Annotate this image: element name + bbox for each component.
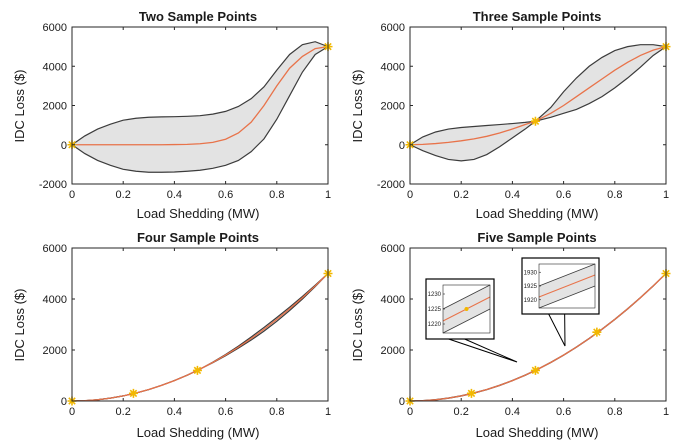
panel-title: Two Sample Points bbox=[139, 9, 257, 24]
y-axis-label: IDC Loss ($) bbox=[350, 70, 365, 143]
x-axis-label: Load Shedding (MW) bbox=[476, 206, 599, 221]
callout-pointer bbox=[549, 314, 565, 346]
x-axis-label: Load Shedding (MW) bbox=[137, 425, 260, 440]
x-axis-label: Load Shedding (MW) bbox=[476, 425, 599, 440]
sample-point-marker bbox=[531, 117, 540, 126]
x-tick-label: 0 bbox=[69, 189, 75, 201]
sample-point-marker bbox=[592, 328, 601, 337]
y-tick-label: 6000 bbox=[381, 243, 405, 255]
y-tick-label: 6000 bbox=[43, 243, 67, 255]
callout-pointer bbox=[449, 339, 517, 362]
lower-bound-line bbox=[72, 274, 328, 402]
confidence-band bbox=[72, 42, 328, 173]
y-tick-label: -2000 bbox=[377, 179, 405, 191]
y-tick-label: 2000 bbox=[43, 345, 67, 357]
y-tick-label: 2000 bbox=[381, 101, 405, 113]
x-tick-label: 0.8 bbox=[269, 189, 284, 201]
inset-y-tick-label: 1930 bbox=[524, 270, 538, 276]
x-tick-label: 0.6 bbox=[556, 189, 571, 201]
upper-bound-line bbox=[72, 274, 328, 402]
x-tick-label: 0.8 bbox=[269, 406, 284, 418]
x-tick-label: 0.4 bbox=[505, 189, 520, 201]
y-tick-label: -2000 bbox=[39, 179, 67, 191]
plot-area: 0 0.2 0.4 0.6 0.8 1 0 2000 4000 6000 bbox=[43, 243, 333, 418]
x-tick-label: 0.6 bbox=[218, 406, 233, 418]
inset-sample-marker bbox=[465, 307, 469, 311]
y-tick-label: 0 bbox=[61, 140, 67, 152]
y-tick-label: 0 bbox=[399, 396, 405, 408]
x-tick-label: 0.4 bbox=[505, 406, 520, 418]
confidence-band bbox=[72, 274, 328, 402]
x-tick-label: 1 bbox=[663, 406, 669, 418]
y-tick-label: 4000 bbox=[381, 61, 405, 73]
x-tick-label: 0.8 bbox=[607, 189, 622, 201]
x-tick-label: 0.4 bbox=[167, 406, 182, 418]
zoom-inset: 1920 1925 1930 bbox=[522, 258, 599, 346]
x-tick-label: 0.2 bbox=[116, 189, 131, 201]
x-tick-label: 1 bbox=[325, 406, 331, 418]
y-axis-label: IDC Loss ($) bbox=[350, 289, 365, 362]
y-tick-label: 4000 bbox=[43, 61, 67, 73]
inset-y-tick-label: 1920 bbox=[524, 298, 538, 304]
y-tick-label: 4000 bbox=[43, 294, 67, 306]
y-tick-label: 6000 bbox=[43, 22, 67, 34]
x-tick-label: 0.2 bbox=[454, 406, 469, 418]
x-tick-label: 0 bbox=[69, 406, 75, 418]
inset-y-tick-label: 1925 bbox=[524, 284, 538, 290]
y-tick-label: 0 bbox=[399, 140, 405, 152]
x-tick-label: 0.8 bbox=[607, 406, 622, 418]
y-tick-label: 4000 bbox=[381, 294, 405, 306]
y-axis-label: IDC Loss ($) bbox=[12, 289, 27, 362]
x-tick-label: 0.6 bbox=[218, 189, 233, 201]
inset-y-tick-label: 1225 bbox=[428, 307, 442, 313]
inset-y-tick-label: 1230 bbox=[428, 292, 442, 298]
y-tick-label: 2000 bbox=[43, 101, 67, 113]
axes-frame bbox=[72, 248, 328, 401]
x-tick-label: 0 bbox=[407, 189, 413, 201]
sample-point-marker bbox=[531, 366, 540, 375]
y-axis-label: IDC Loss ($) bbox=[12, 70, 27, 143]
plot-area: 0 0.2 0.4 0.6 0.8 102000400060001220122512301… bbox=[381, 243, 671, 418]
sample-point-marker bbox=[193, 366, 202, 375]
y-tick-label: 0 bbox=[61, 396, 67, 408]
x-tick-label: 0.6 bbox=[556, 406, 571, 418]
x-tick-label: 0.2 bbox=[454, 189, 469, 201]
panel-title: Three Sample Points bbox=[473, 9, 602, 24]
panel-title: Four Sample Points bbox=[137, 230, 259, 245]
inset-y-tick-label: 1220 bbox=[428, 322, 442, 328]
x-tick-label: 0.2 bbox=[116, 406, 131, 418]
x-tick-label: 0.4 bbox=[167, 189, 182, 201]
zoom-inset: 1220 1225 1230 bbox=[426, 279, 517, 362]
y-tick-label: 2000 bbox=[381, 345, 405, 357]
x-axis-label: Load Shedding (MW) bbox=[137, 206, 260, 221]
y-tick-label: 6000 bbox=[381, 22, 405, 34]
sample-point-marker bbox=[129, 389, 138, 398]
x-tick-label: 0 bbox=[407, 406, 413, 418]
x-tick-label: 1 bbox=[663, 189, 669, 201]
x-tick-label: 1 bbox=[325, 189, 331, 201]
sample-point-marker bbox=[467, 389, 476, 398]
panel-title: Five Sample Points bbox=[477, 230, 596, 245]
mean-line bbox=[72, 274, 328, 402]
